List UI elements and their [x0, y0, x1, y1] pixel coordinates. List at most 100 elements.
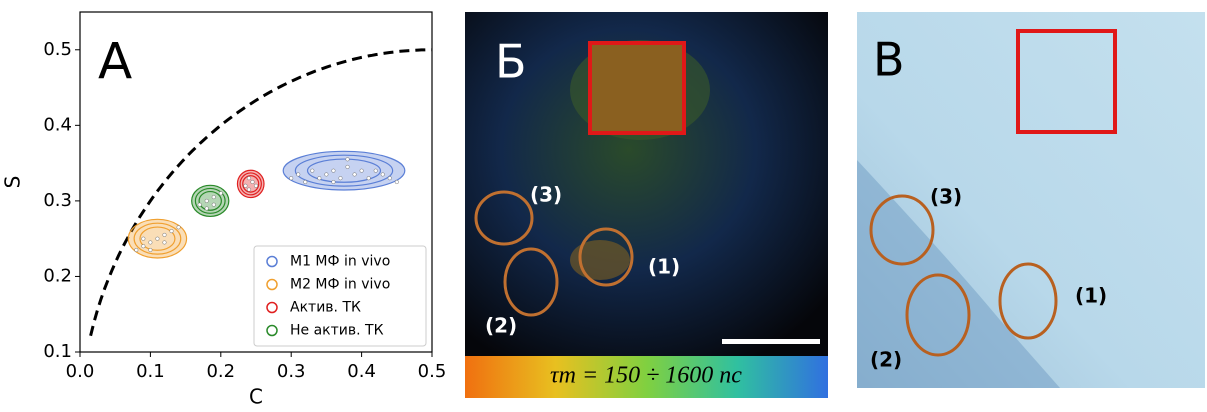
point: [373, 168, 378, 173]
point: [380, 172, 385, 177]
legend-label: Не актив. ТК: [290, 323, 384, 339]
density-contour: [239, 172, 262, 196]
semicircle: [89, 48, 432, 337]
region-label: (2): [485, 314, 517, 338]
point: [366, 176, 371, 181]
x-tick-label: 0.3: [277, 361, 306, 382]
y-tick-label: 0.1: [43, 341, 72, 362]
point: [310, 168, 315, 173]
legend-box: [253, 245, 427, 347]
point: [243, 183, 248, 188]
point: [317, 176, 322, 181]
point: [155, 236, 160, 241]
plot-frame: [79, 11, 433, 353]
y-tick-label: 0.5: [43, 39, 72, 60]
point: [148, 247, 153, 252]
tissue-band: [857, 160, 1060, 388]
region-ellipse: [998, 262, 1058, 340]
density-contour: [306, 158, 382, 183]
legend-label: Актив. ТК: [290, 300, 361, 316]
point: [162, 232, 167, 237]
point: [345, 164, 350, 169]
point: [246, 176, 251, 181]
y-tick-label: 0.3: [43, 190, 72, 211]
point: [211, 195, 216, 200]
density-fill: [283, 151, 405, 191]
point: [296, 172, 301, 177]
y-tick-label: 0.2: [43, 265, 72, 286]
density-fill: [237, 170, 264, 198]
legend-label: M1 МФ in vivo: [290, 254, 390, 270]
density-contour: [198, 190, 222, 211]
point: [204, 206, 209, 211]
legend-marker: [266, 301, 278, 314]
point: [394, 179, 399, 184]
panel-label: А: [98, 33, 132, 91]
point: [253, 183, 258, 188]
point: [176, 225, 181, 230]
point: [218, 191, 223, 196]
point: [246, 187, 251, 192]
density-contour: [236, 169, 265, 199]
legend-marker: [266, 255, 278, 268]
region-ellipse: [869, 194, 935, 266]
panel-label: Б: [495, 35, 527, 89]
point: [197, 202, 202, 207]
point: [289, 176, 294, 181]
density-contour: [242, 175, 260, 193]
density-contour: [294, 154, 394, 187]
density-contour: [133, 222, 182, 255]
legend-marker: [266, 324, 278, 337]
region-ellipse: [474, 190, 534, 246]
x-tick-label: 0.2: [206, 361, 235, 382]
y-tick-label: 0.4: [43, 114, 72, 135]
region-ellipse: [905, 273, 971, 357]
region-ellipse: [503, 247, 559, 317]
glow: [570, 240, 630, 280]
scale-bar: [722, 339, 820, 344]
point: [169, 229, 174, 234]
region-box: [588, 41, 686, 135]
point: [148, 240, 153, 245]
point: [387, 176, 392, 181]
region-label: (1): [1075, 284, 1107, 308]
point: [204, 198, 209, 203]
plot-a: 0.0 0.1 0.2 0.3 0.4 0.50.10.20.30.40.5M1 МФ i…: [43, 39, 446, 382]
point: [352, 172, 357, 177]
colorbar-label: τm = 150 ÷ 1600 пс: [550, 363, 742, 389]
y-axis-label: S: [1, 176, 25, 189]
legend-label: M2 МФ in vivo: [290, 277, 390, 293]
point: [324, 172, 329, 177]
density-contour: [127, 218, 188, 259]
region-ellipse: [578, 227, 634, 287]
point: [211, 202, 216, 207]
density-contour: [282, 150, 406, 191]
point: [134, 247, 139, 252]
density-contour: [194, 187, 226, 214]
region-box: [1016, 29, 1117, 134]
region-label: (3): [930, 185, 962, 209]
region-label: (3): [530, 183, 562, 207]
region-label: (2): [870, 348, 902, 372]
x-tick-label: 0.1: [136, 361, 165, 382]
point: [250, 179, 255, 184]
x-axis-label: C: [249, 385, 263, 409]
point: [331, 179, 336, 184]
point: [338, 176, 343, 181]
panel-label: В: [873, 33, 905, 87]
point: [141, 244, 146, 249]
density-contour: [191, 184, 230, 218]
point: [359, 168, 364, 173]
point: [162, 240, 167, 245]
legend-marker: [266, 278, 278, 291]
region-label: (1): [648, 255, 680, 279]
colorbar: [465, 356, 828, 398]
x-tick-label: 0.0: [66, 361, 95, 382]
point: [141, 236, 146, 241]
density-contour: [139, 226, 176, 251]
x-tick-label: 0.5: [418, 361, 447, 382]
x-tick-label: 0.4: [347, 361, 376, 382]
point: [331, 168, 336, 173]
